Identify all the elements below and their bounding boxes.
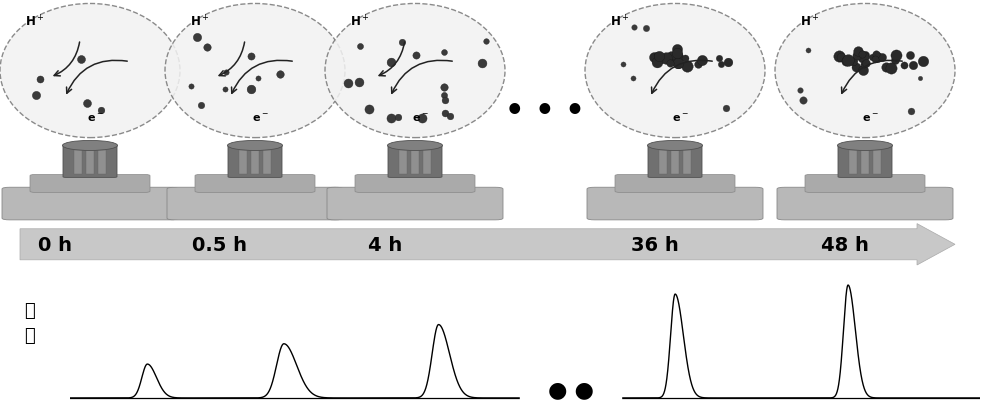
Text: e$^-$: e$^-$ bbox=[87, 113, 103, 124]
Text: 0 h: 0 h bbox=[38, 235, 72, 254]
FancyBboxPatch shape bbox=[615, 175, 735, 193]
Text: H$^+$: H$^+$ bbox=[190, 15, 210, 30]
FancyBboxPatch shape bbox=[805, 175, 925, 193]
Bar bbox=[74, 150, 82, 175]
Bar bbox=[399, 150, 407, 175]
Ellipse shape bbox=[0, 5, 180, 138]
FancyBboxPatch shape bbox=[228, 145, 282, 178]
Bar bbox=[873, 150, 881, 175]
Bar bbox=[861, 150, 869, 175]
FancyBboxPatch shape bbox=[327, 188, 503, 221]
Bar bbox=[423, 150, 431, 175]
Text: H$^+$: H$^+$ bbox=[25, 15, 45, 30]
Ellipse shape bbox=[838, 141, 893, 151]
Text: ● ●: ● ● bbox=[548, 379, 593, 399]
FancyBboxPatch shape bbox=[63, 145, 117, 178]
Text: 36 h: 36 h bbox=[631, 235, 679, 254]
Ellipse shape bbox=[325, 5, 505, 138]
FancyBboxPatch shape bbox=[838, 145, 892, 178]
Ellipse shape bbox=[388, 141, 442, 151]
Ellipse shape bbox=[775, 5, 955, 138]
Bar bbox=[671, 150, 679, 175]
Text: e$^-$: e$^-$ bbox=[252, 113, 268, 124]
Bar bbox=[659, 150, 667, 175]
Text: H$^+$: H$^+$ bbox=[350, 15, 370, 30]
FancyBboxPatch shape bbox=[2, 188, 178, 221]
Bar bbox=[263, 150, 271, 175]
Text: 48 h: 48 h bbox=[821, 235, 869, 254]
Bar bbox=[683, 150, 691, 175]
Text: H$^+$: H$^+$ bbox=[610, 15, 630, 30]
Text: 0.5 h: 0.5 h bbox=[192, 235, 248, 254]
Text: e$^-$: e$^-$ bbox=[672, 113, 688, 124]
Text: H$^+$: H$^+$ bbox=[800, 15, 820, 30]
Ellipse shape bbox=[62, 141, 118, 151]
Text: 电
流: 电 流 bbox=[24, 301, 34, 344]
FancyBboxPatch shape bbox=[587, 188, 763, 221]
Ellipse shape bbox=[648, 141, 702, 151]
Ellipse shape bbox=[165, 5, 345, 138]
Text: e$^-$: e$^-$ bbox=[412, 113, 428, 124]
FancyBboxPatch shape bbox=[388, 145, 442, 178]
FancyBboxPatch shape bbox=[648, 145, 702, 178]
Text: • • •: • • • bbox=[505, 97, 585, 126]
FancyBboxPatch shape bbox=[167, 188, 343, 221]
Text: 4 h: 4 h bbox=[368, 235, 402, 254]
Bar bbox=[411, 150, 419, 175]
Text: e$^-$: e$^-$ bbox=[862, 113, 878, 124]
FancyBboxPatch shape bbox=[195, 175, 315, 193]
Bar bbox=[98, 150, 106, 175]
Bar bbox=[251, 150, 259, 175]
FancyArrow shape bbox=[20, 224, 955, 266]
FancyBboxPatch shape bbox=[355, 175, 475, 193]
Bar bbox=[86, 150, 94, 175]
Bar bbox=[849, 150, 857, 175]
FancyBboxPatch shape bbox=[777, 188, 953, 221]
Bar bbox=[239, 150, 247, 175]
Ellipse shape bbox=[585, 5, 765, 138]
FancyBboxPatch shape bbox=[30, 175, 150, 193]
Ellipse shape bbox=[228, 141, 283, 151]
